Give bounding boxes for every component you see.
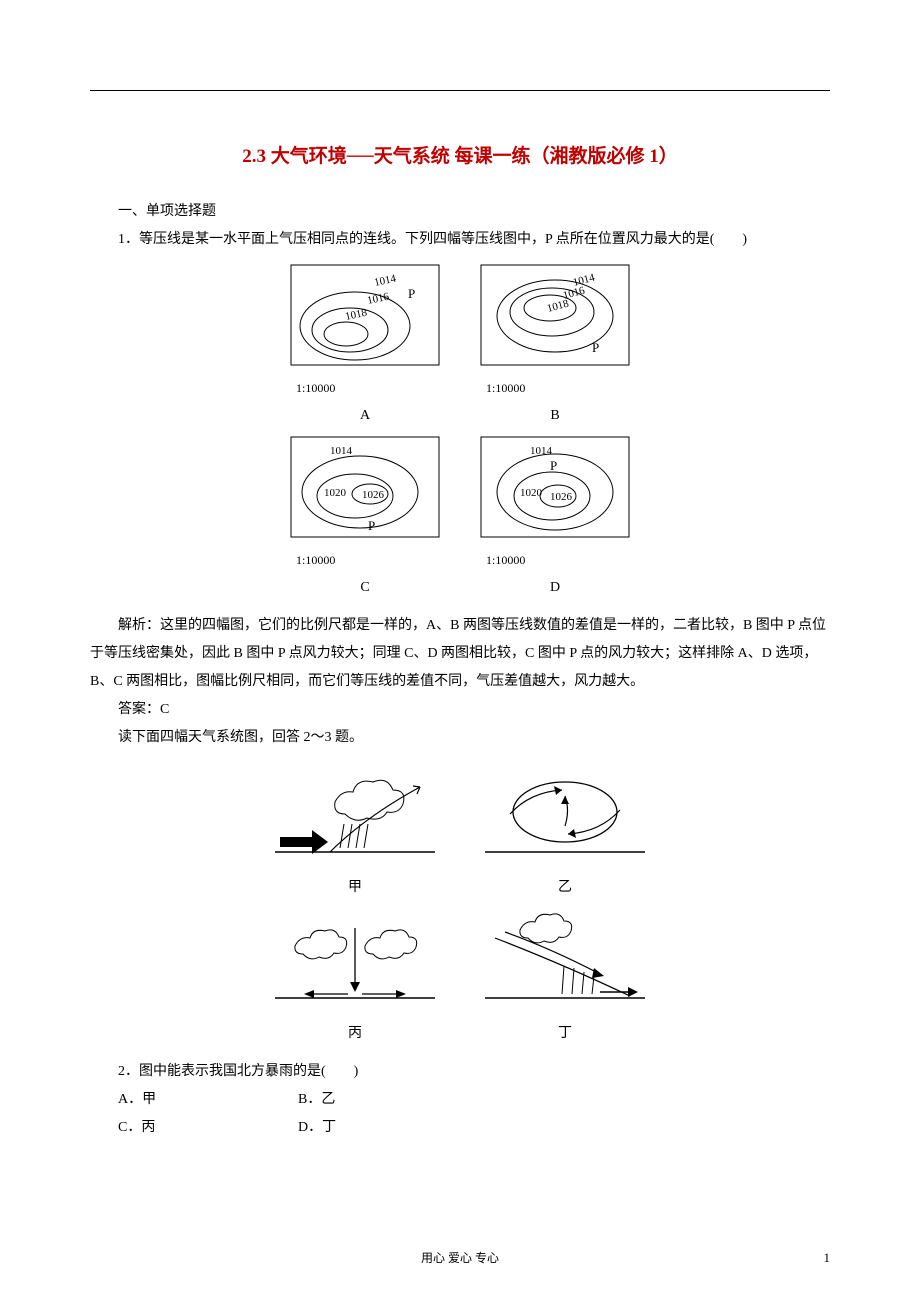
isobar-value: 1026 [362, 489, 385, 501]
q1-panel-B: 1014 1016 1018 P 1:10000 B [480, 264, 630, 430]
panel-label: A [290, 402, 440, 430]
q2-intro: 读下面四幅天气系统图，回答 2～3 题。 [90, 724, 830, 752]
page: 2.3 大气环境──天气系统 每课一练（湘教版必修 1） 一、单项选择题 1．等… [0, 0, 920, 1302]
weather-panel-ding: 丁 [480, 908, 650, 1048]
q1-panel-A: 1014 1016 1018 P 1:10000 A [290, 264, 440, 430]
panel-label: D [480, 574, 630, 602]
p-marker: P [592, 340, 599, 355]
isobar-value: 1020 [324, 487, 347, 499]
weather-figure: 甲 乙 [90, 762, 830, 1048]
q2-opt-A: A．甲 [118, 1086, 298, 1114]
scale-text: 1:10000 [480, 548, 630, 572]
page-number: 1 [824, 1250, 831, 1266]
isobar-value: 1014 [330, 445, 353, 457]
weather-panel-bing: 丙 [270, 908, 440, 1048]
q1-answer: 答案：C [90, 696, 830, 724]
q2-opt-D: D．丁 [298, 1114, 478, 1142]
body: 一、单项选择题 1．等压线是某一水平面上气压相同点的连线。下列四幅等压线图中，P… [90, 198, 830, 1142]
isobar-value: 1018 [344, 307, 369, 323]
isobar-value: 1014 [530, 445, 553, 457]
weather-panel-yi: 乙 [480, 762, 650, 902]
isobar-value: 1018 [546, 297, 571, 314]
panel-label: 乙 [480, 874, 650, 902]
weather-panel-jia: 甲 [270, 762, 440, 902]
q1-stem: 1．等压线是某一水平面上气压相同点的连线。下列四幅等压线图中，P 点所在位置风力… [90, 226, 830, 254]
panel-label: C [290, 574, 440, 602]
isobar-value: 1020 [520, 487, 543, 499]
scale-text: 1:10000 [480, 376, 630, 400]
section-heading: 一、单项选择题 [90, 198, 830, 226]
scale-text: 1:10000 [290, 548, 440, 572]
isobar-value: 1014 [373, 273, 398, 289]
q2-options: A．甲 B．乙 C．丙 D．丁 [118, 1086, 830, 1142]
q1-explain: 解析：这里的四幅图，它们的比例尺都是一样的，A、B 两图等压线数值的差值是一样的… [90, 612, 830, 696]
p-marker: P [368, 518, 375, 533]
panel-label: 丁 [480, 1020, 650, 1048]
q2-opt-C: C．丙 [118, 1114, 298, 1142]
q1-panel-C: 1014 1020 1026 P 1:10000 C [290, 436, 440, 602]
panel-label: B [480, 402, 630, 430]
document-title: 2.3 大气环境──天气系统 每课一练（湘教版必修 1） [90, 141, 830, 168]
isobar-value: 1026 [550, 491, 573, 503]
top-rule [90, 90, 830, 91]
p-marker: P [550, 458, 557, 473]
panel-label: 丙 [270, 1020, 440, 1048]
footer-text: 用心 爱心 专心 [0, 1249, 920, 1266]
panel-label: 甲 [270, 874, 440, 902]
q2-opt-B: B．乙 [298, 1086, 478, 1114]
q2-stem: 2．图中能表示我国北方暴雨的是( ) [90, 1058, 830, 1086]
scale-text: 1:10000 [290, 376, 440, 400]
p-marker: P [408, 286, 415, 301]
q1-figure: 1014 1016 1018 P 1:10000 A 1014 [90, 264, 830, 602]
q1-panel-D: 1014 1020 1026 P 1:10000 D [480, 436, 630, 602]
